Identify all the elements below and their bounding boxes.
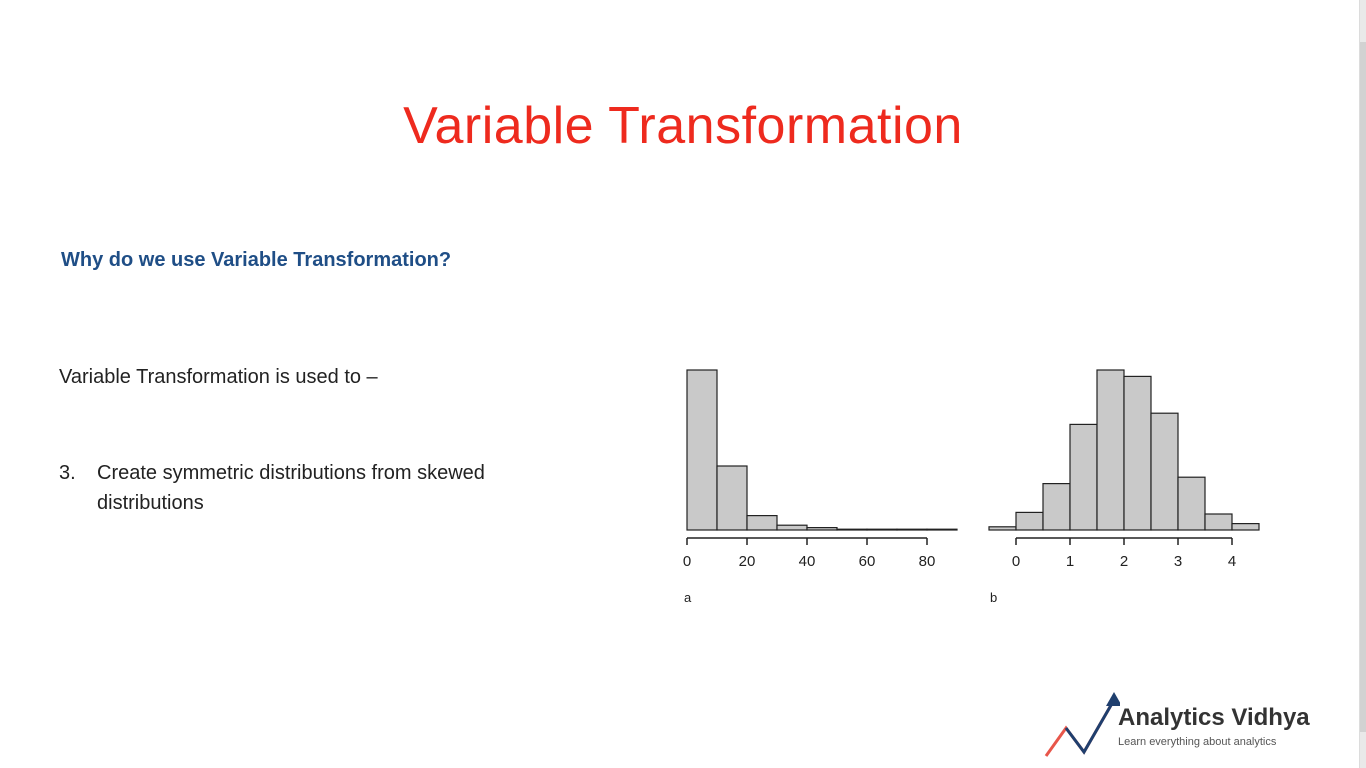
histogram-bar	[1177, 476, 1206, 531]
histogram-figure: 0 20 40 60 80 a 0 1 2 3 4 b	[670, 350, 1270, 620]
histogram-bar	[1123, 375, 1152, 531]
histogram-bar	[716, 465, 748, 531]
x-tick-label: 0	[683, 553, 691, 570]
list-item-number: 3.	[59, 462, 76, 484]
x-tick-label: 1	[1066, 553, 1074, 570]
histogram-bar	[1069, 423, 1098, 531]
analytics-vidhya-logo: Analytics Vidhya Learn everything about …	[1040, 690, 1340, 760]
x-tick-label: 60	[859, 553, 876, 570]
histogram-bar	[988, 526, 1017, 531]
histogram-bar	[1150, 412, 1179, 531]
panel-label: a	[684, 590, 692, 605]
histogram-bar	[746, 515, 778, 531]
logo-tagline: Learn everything about analytics	[1118, 736, 1277, 748]
logo-name: Analytics Vidhya	[1118, 704, 1310, 731]
histogram-bar	[776, 524, 808, 531]
histogram-bar	[1015, 511, 1044, 531]
histogram-bar	[926, 528, 958, 531]
x-tick-label: 3	[1174, 553, 1182, 570]
histogram-bar	[836, 528, 868, 531]
x-tick-label: 20	[739, 553, 756, 570]
x-tick-label: 40	[799, 553, 816, 570]
histogram-svg: 0 20 40 60 80 a 0 1 2 3 4 b	[683, 369, 1260, 605]
logo-icon	[1044, 692, 1120, 757]
intro-text: Variable Transformation is used to –	[59, 366, 378, 388]
slide-subtitle: Why do we use Variable Transformation?	[61, 249, 452, 271]
slide-title: Variable Transformation	[403, 97, 963, 155]
histogram-bar	[1204, 513, 1233, 531]
histogram-bar	[1231, 523, 1260, 531]
histogram-bar	[806, 527, 838, 531]
x-tick-label: 2	[1120, 553, 1128, 570]
scrollbar[interactable]	[1359, 0, 1366, 768]
histogram-bar	[686, 369, 718, 531]
x-tick-label: 80	[919, 553, 936, 570]
x-tick-label: 4	[1228, 553, 1236, 570]
scrollbar-thumb[interactable]	[1360, 42, 1366, 732]
histogram-bar	[1042, 483, 1071, 531]
panel-label: b	[990, 590, 997, 605]
histogram-bar	[1096, 369, 1125, 531]
histogram-bar	[866, 528, 898, 531]
histogram-bar	[896, 528, 928, 531]
list-item-text: Create symmetric distributions from skew…	[97, 462, 485, 514]
x-tick-label: 0	[1012, 553, 1020, 570]
